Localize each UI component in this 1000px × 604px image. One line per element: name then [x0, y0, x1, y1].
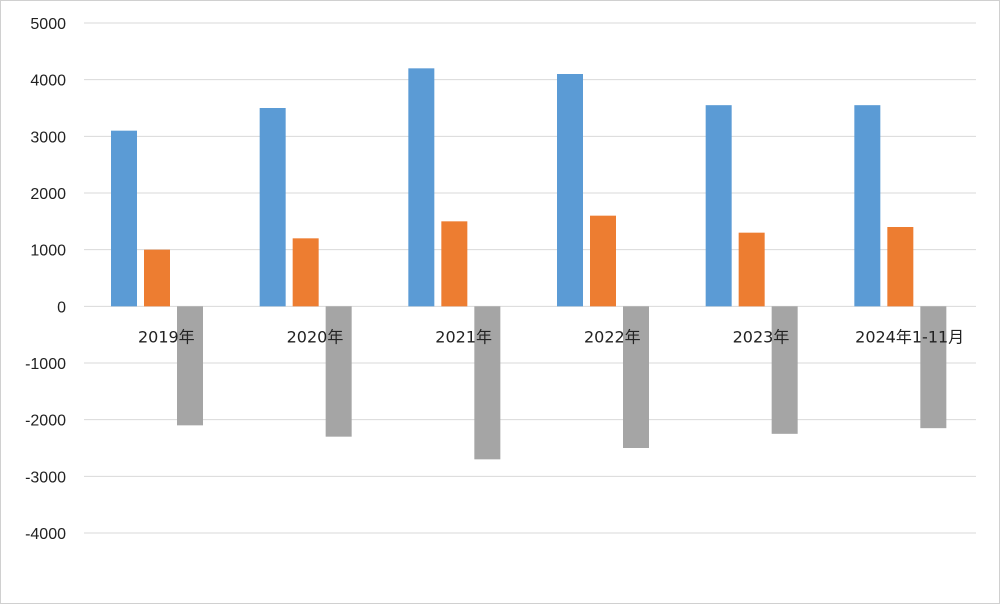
bar-series-3 [474, 306, 501, 460]
bar-series-1 [557, 74, 583, 307]
y-tick-label: -4000 [25, 526, 66, 543]
bar-series-3 [177, 306, 203, 426]
bars [111, 68, 947, 460]
y-tick-label: 4000 [30, 73, 66, 90]
x-category-label: 2023年 [733, 327, 790, 346]
bar-series-1 [408, 68, 435, 307]
y-tick-label: 5000 [30, 16, 66, 33]
x-category-label: 2021年 [435, 327, 492, 346]
x-category-label: 2019年 [138, 327, 195, 346]
bar-series-3 [325, 306, 352, 437]
x-category-label: 2020年 [287, 327, 344, 346]
x-axis: 2019年 2020年 2021年 2022年 2023年 2024年1-11月 [138, 327, 964, 346]
bar-series-1 [259, 108, 286, 307]
y-tick-label: -1000 [25, 356, 66, 373]
y-tick-label: -2000 [25, 413, 66, 430]
y-tick-label: 0 [57, 299, 66, 316]
y-tick-label: 2000 [30, 186, 66, 203]
y-tick-label: 3000 [30, 129, 66, 146]
bar-series-3 [920, 306, 947, 429]
bar-series-2 [590, 215, 616, 307]
bar-series-2 [292, 238, 319, 307]
y-tick-label: 1000 [30, 243, 66, 260]
bar-series-1 [854, 105, 881, 307]
bar-series-3 [771, 306, 798, 434]
bar-series-2 [144, 249, 170, 307]
x-category-label: 2024年1-11月 [855, 327, 964, 346]
y-tick-label: -3000 [25, 469, 66, 486]
bar-series-2 [738, 232, 765, 307]
x-category-label: 2022年 [584, 327, 641, 346]
bar-series-1 [705, 105, 732, 307]
gridlines [84, 22, 976, 534]
bar-series-1 [111, 130, 137, 307]
bar-series-3 [623, 306, 649, 448]
bar-series-2 [887, 227, 914, 307]
y-axis: 5000 4000 3000 2000 1000 0 -1000 -2000 -3000 -400… [25, 16, 66, 543]
bar-series-2 [441, 221, 468, 307]
